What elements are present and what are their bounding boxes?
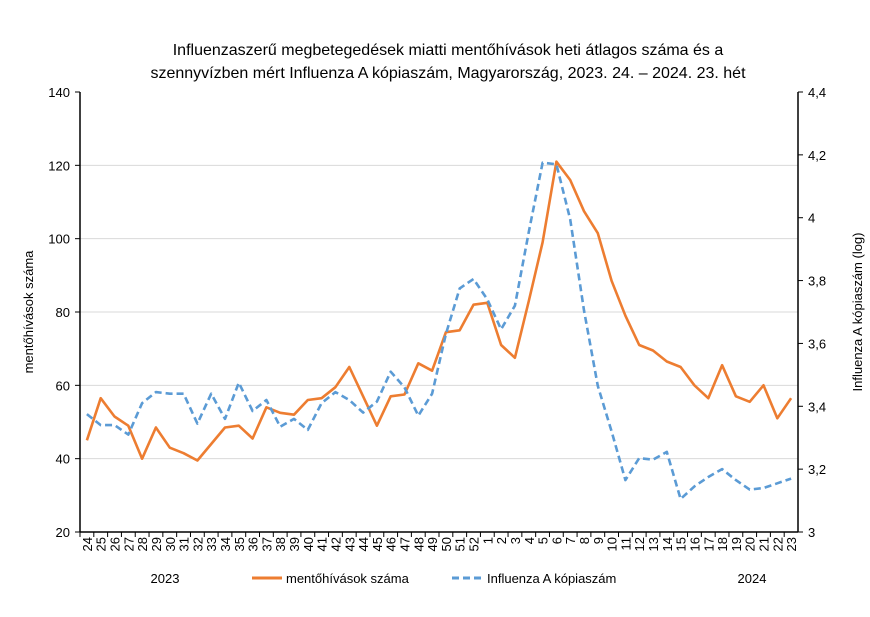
chart-title-line1: Influenzaszerű megbetegedések miatti men… — [173, 42, 724, 59]
x-tick-label: 5 — [536, 537, 551, 544]
x-tick-label: 6 — [549, 537, 564, 544]
x-tick-label: 32 — [190, 537, 205, 551]
x-tick-label: 8 — [577, 537, 592, 544]
x-tick-label: 20 — [743, 537, 758, 551]
x-tick-label: 27 — [121, 537, 136, 551]
x-tick-label: 14 — [660, 537, 675, 551]
x-tick-label: 39 — [287, 537, 302, 551]
y-tick-label: 140 — [48, 85, 70, 100]
x-tick-label: 42 — [328, 537, 343, 551]
year-label-2023: 2023 — [151, 571, 180, 586]
x-tick-label: 28 — [135, 537, 150, 551]
y-tick-label: 80 — [56, 305, 70, 320]
x-tick-label: 38 — [273, 537, 288, 551]
x-tick-label: 4 — [522, 537, 537, 544]
y-tick-label: 60 — [56, 378, 70, 393]
x-tick-label: 23 — [784, 537, 799, 551]
x-tick-label: 1 — [480, 537, 495, 544]
x-tick-label: 24 — [80, 537, 95, 551]
x-tick-label: 48 — [411, 537, 426, 551]
x-tick-label: 37 — [259, 537, 274, 551]
x-tick-label: 26 — [108, 537, 123, 551]
x-tick-label: 43 — [342, 537, 357, 551]
legend-label-blue: Influenza A kópiaszám — [487, 571, 616, 586]
year-label-2024: 2024 — [738, 571, 767, 586]
chart-title-line2: szennyvízben mért Influenza A kópiaszám,… — [150, 65, 746, 82]
x-tick-label: 19 — [729, 537, 744, 551]
y2-tick-label: 3,4 — [808, 399, 826, 414]
y2-tick-label: 4,4 — [808, 85, 826, 100]
legend-label-orange: mentőhívások száma — [286, 571, 410, 586]
x-tick-label: 18 — [715, 537, 730, 551]
x-tick-label: 51 — [453, 537, 468, 551]
x-tick-label: 33 — [204, 537, 219, 551]
x-tick-label: 17 — [701, 537, 716, 551]
series-line-1 — [87, 163, 791, 499]
x-tick-label: 7 — [563, 537, 578, 544]
x-tick-label: 36 — [246, 537, 261, 551]
y-axis-label: mentőhívások száma — [21, 250, 36, 374]
x-tick-label: 35 — [232, 537, 247, 551]
x-tick-label: 31 — [177, 537, 192, 551]
x-tick-label: 2 — [494, 537, 509, 544]
x-tick-label: 40 — [301, 537, 316, 551]
x-tick-label: 47 — [397, 537, 412, 551]
x-tick-label: 11 — [618, 537, 633, 551]
x-tick-label: 12 — [632, 537, 647, 551]
x-tick-label: 30 — [163, 537, 178, 551]
x-tick-label: 15 — [674, 537, 689, 551]
x-tick-label: 29 — [149, 537, 164, 551]
x-tick-label: 16 — [687, 537, 702, 551]
x-tick-label: 25 — [94, 537, 109, 551]
x-tick-label: 10 — [605, 537, 620, 551]
y2-tick-label: 4,2 — [808, 148, 826, 163]
x-tick-label: 50 — [439, 537, 454, 551]
x-tick-label: 22 — [770, 537, 785, 551]
series-line-0 — [87, 162, 791, 461]
x-tick-label: 44 — [356, 537, 371, 551]
x-tick-label: 21 — [756, 537, 771, 551]
y-tick-label: 100 — [48, 232, 70, 247]
y2-axis-label: Influenza A kópiaszám (log) — [850, 233, 865, 392]
x-tick-label: 49 — [425, 537, 440, 551]
x-tick-label: 3 — [508, 537, 523, 544]
y-tick-label: 120 — [48, 158, 70, 173]
y-tick-label: 40 — [56, 452, 70, 467]
legend: mentőhívások száma Influenza A kópiaszám — [252, 571, 616, 586]
x-tick-label: 34 — [218, 537, 233, 551]
x-tick-label: 45 — [370, 537, 385, 551]
y-tick-label: 20 — [56, 525, 70, 540]
x-tick-label: 46 — [384, 537, 399, 551]
y2-tick-label: 3,8 — [808, 274, 826, 289]
y2-tick-label: 4 — [808, 211, 815, 226]
x-tick-label: 13 — [646, 537, 661, 551]
x-tick-label: 41 — [315, 537, 330, 551]
y2-tick-label: 3 — [808, 525, 815, 540]
x-tick-label: 52 — [467, 537, 482, 551]
x-tick-label: 9 — [591, 537, 606, 544]
y2-tick-label: 3,2 — [808, 462, 826, 477]
y2-tick-label: 3,6 — [808, 336, 826, 351]
